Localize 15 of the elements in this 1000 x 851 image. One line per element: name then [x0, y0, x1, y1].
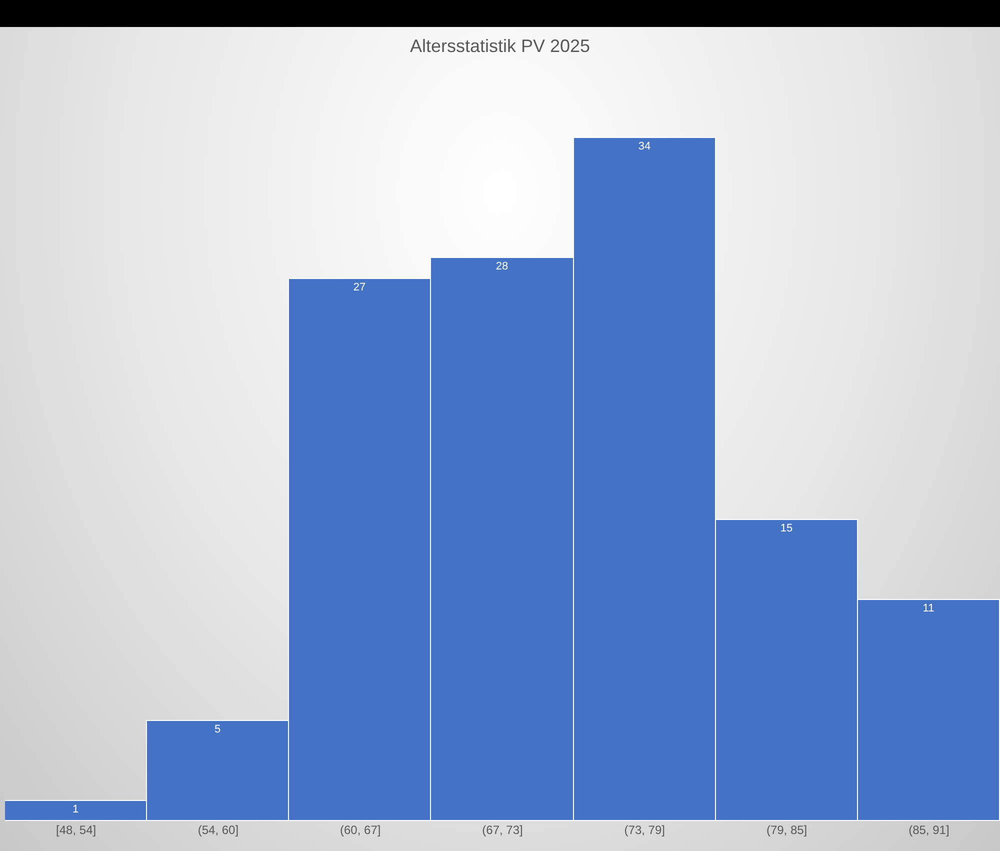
x-tick-label: (85, 91]: [908, 823, 950, 837]
data-label: 27: [353, 282, 366, 294]
x-tick-label: (60, 67]: [340, 823, 381, 837]
x-tick-label: [48, 54]: [56, 823, 96, 837]
x-tick-label: (54, 60]: [198, 823, 239, 837]
data-label: 34: [638, 140, 651, 152]
data-label: 28: [496, 260, 508, 272]
data-label: 1: [72, 804, 79, 816]
x-tick-label: (67, 73]: [482, 823, 523, 837]
data-label: 5: [214, 724, 221, 736]
data-label: 11: [922, 602, 934, 614]
x-tick-label: (73, 79]: [624, 823, 665, 837]
x-tick-label: (79, 85]: [766, 823, 808, 837]
chart-title: Altersstatistik PV 2025: [410, 36, 590, 56]
data-label: 15: [780, 522, 793, 534]
